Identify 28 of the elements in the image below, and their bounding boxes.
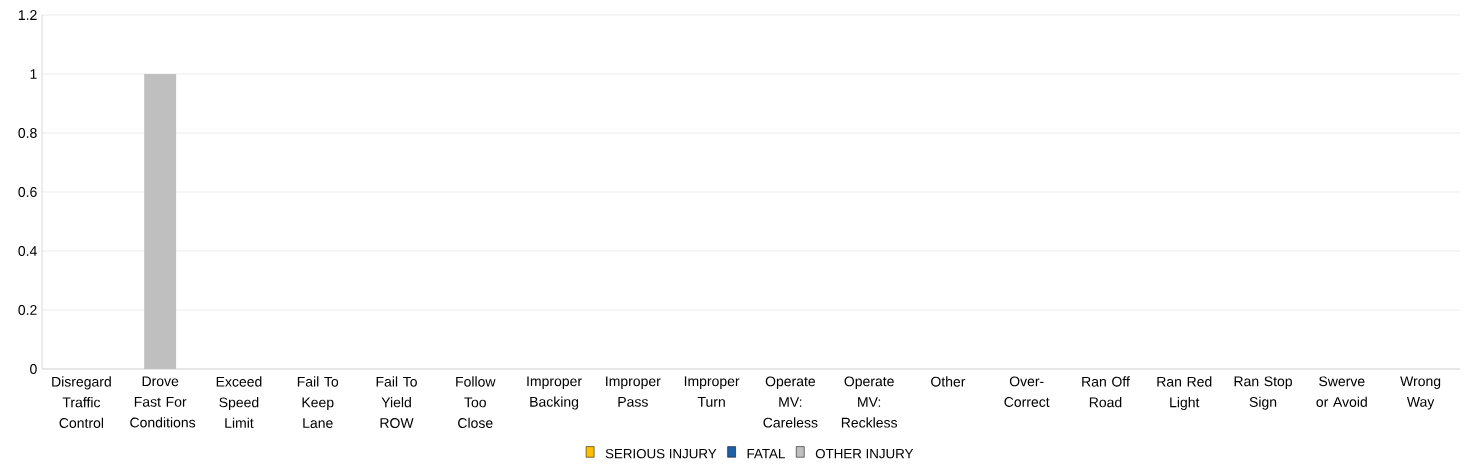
y-tick-label: 0.8	[18, 128, 37, 138]
legend-label: FATAL	[747, 448, 785, 459]
x-tick-label: Improper Turn	[684, 376, 740, 407]
x-tick-label: Ran Off Road	[1082, 376, 1130, 408]
legend-label: OTHER INJURY	[815, 448, 914, 459]
y-tick-label: 0.6	[18, 187, 37, 197]
x-tick-label: Exceed Speed Limit	[216, 376, 262, 428]
x-tick-label: Wrong Way	[1400, 376, 1441, 410]
x-tick-label: Over-Correct	[1004, 376, 1050, 407]
x-tick-label: Improper Backing	[527, 376, 582, 410]
legend-label: SERIOUS INJURY	[605, 448, 717, 459]
y-tick-label: 0	[30, 364, 37, 374]
x-tick-label: Disregard Traffic Control	[52, 376, 111, 428]
y-tick-label: 1.2	[18, 10, 37, 20]
x-tick-label: Operate MV: Careless	[763, 376, 818, 428]
x-tick-label: Drove Fast For Conditions	[130, 376, 196, 428]
x-tick-label: Other	[931, 376, 966, 387]
x-tick-label: Fail To Keep Lane	[297, 376, 339, 428]
x-tick-label: Ran Stop Sign	[1234, 376, 1292, 410]
y-tick-label: 0.4	[18, 246, 37, 256]
x-tick-label: Fail To Yield ROW	[376, 376, 417, 428]
x-tick-label: Swerve or Avoid	[1316, 376, 1367, 407]
x-tick-label: Improper Pass	[606, 376, 661, 407]
y-tick-label: 0.2	[18, 305, 37, 315]
x-tick-label: Ran Red Light	[1157, 376, 1212, 411]
y-tick-label: 1	[30, 69, 37, 79]
x-tick-label: Follow Too Close	[456, 376, 496, 428]
x-tick-label: Operate MV: Reckless	[841, 376, 898, 428]
